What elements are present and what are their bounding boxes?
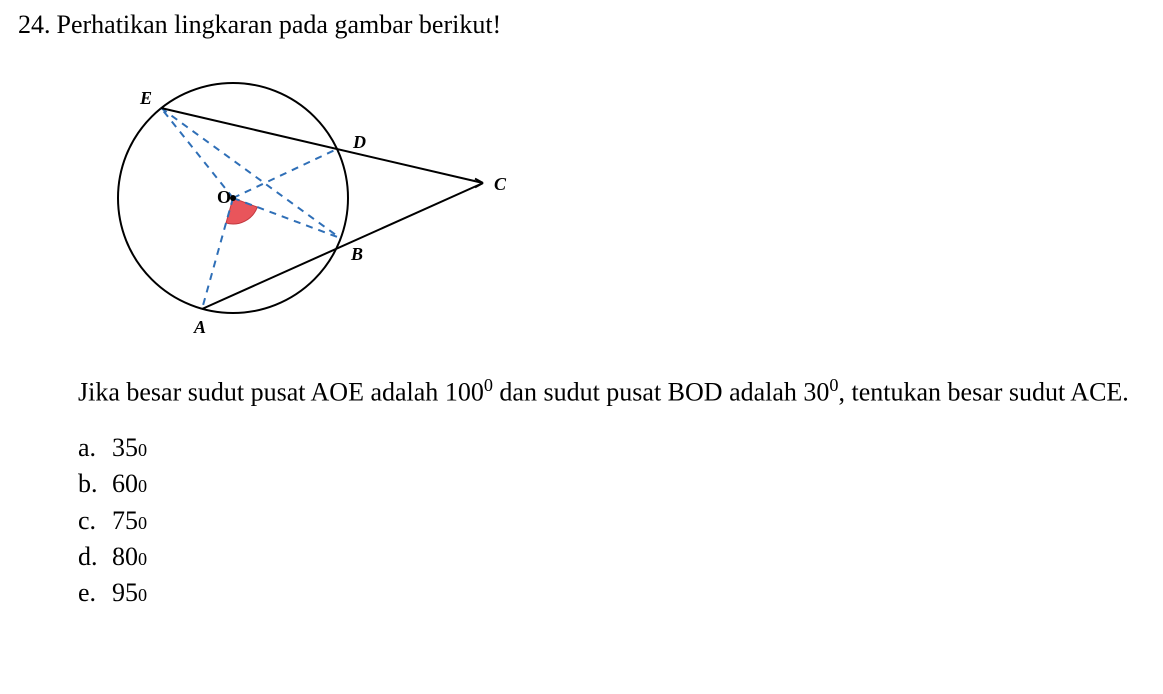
- option-value: 60: [112, 466, 138, 502]
- degree-symbol: 0: [829, 375, 838, 395]
- svg-text:C: C: [494, 174, 507, 194]
- question-number: 24.: [18, 10, 51, 40]
- option-b: b. 600: [78, 466, 1145, 502]
- option-letter: d.: [78, 539, 112, 575]
- option-letter: e.: [78, 575, 112, 611]
- diagram-container: O E D B A C: [78, 48, 1145, 363]
- option-value: 75: [112, 503, 138, 539]
- option-letter: b.: [78, 466, 112, 502]
- option-letter: c.: [78, 503, 112, 539]
- question-statement: Jika besar sudut pusat AOE adalah 1000 d…: [78, 373, 1145, 410]
- question-prompt: Perhatikan lingkaran pada gambar berikut…: [57, 10, 502, 40]
- svg-text:O: O: [217, 187, 231, 207]
- statement-part-1: Jika besar sudut pusat AOE adalah: [78, 378, 445, 407]
- option-value: 35: [112, 430, 138, 466]
- svg-text:A: A: [193, 317, 206, 337]
- question-row: 24. Perhatikan lingkaran pada gambar ber…: [18, 10, 1145, 40]
- degree-symbol: 0: [138, 438, 147, 463]
- svg-text:E: E: [139, 88, 152, 108]
- statement-part-3: , tentukan besar sudut ACE.: [839, 378, 1129, 407]
- svg-text:B: B: [350, 244, 363, 264]
- statement-part-2: dan sudut pusat BOD adalah: [493, 378, 804, 407]
- bod-value: 30: [803, 378, 829, 407]
- degree-symbol: 0: [138, 474, 147, 499]
- aoe-value: 100: [445, 378, 484, 407]
- answer-options: a. 350 b. 600 c. 750 d. 800 e. 950: [78, 430, 1145, 612]
- page: 24. Perhatikan lingkaran pada gambar ber…: [0, 0, 1163, 694]
- circle-diagram: O E D B A C: [78, 48, 538, 358]
- option-a: a. 350: [78, 430, 1145, 466]
- degree-symbol: 0: [138, 583, 147, 608]
- degree-symbol: 0: [138, 547, 147, 572]
- option-d: d. 800: [78, 539, 1145, 575]
- degree-symbol: 0: [484, 375, 493, 395]
- svg-text:D: D: [352, 132, 366, 152]
- option-c: c. 750: [78, 503, 1145, 539]
- degree-symbol: 0: [138, 511, 147, 536]
- option-e: e. 950: [78, 575, 1145, 611]
- option-letter: a.: [78, 430, 112, 466]
- option-value: 95: [112, 575, 138, 611]
- option-value: 80: [112, 539, 138, 575]
